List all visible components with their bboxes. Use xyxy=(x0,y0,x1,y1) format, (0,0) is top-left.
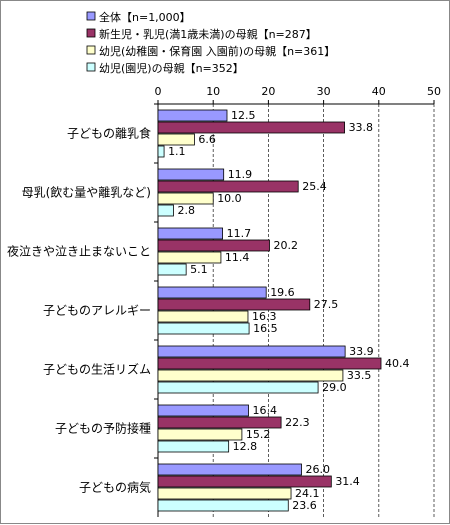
bar-s1-c4 xyxy=(157,286,267,299)
value-label-s3-c5: 33.5 xyxy=(347,369,372,382)
bar-s4-c5 xyxy=(157,381,319,394)
bar-s4-c3 xyxy=(157,263,187,276)
legend-label-2: 新生児・乳児(満1歳未満)の母親【n=287】 xyxy=(99,27,317,41)
bar-s3-c2 xyxy=(157,192,214,205)
value-label-s1-c4: 19.6 xyxy=(270,286,295,299)
bar-s2-c2 xyxy=(157,180,299,193)
bar-s4-c2 xyxy=(157,204,174,217)
category-label-1: 子どもの離乳食 xyxy=(67,126,151,141)
bar-s1-c7 xyxy=(157,463,302,476)
bar-s3-c4 xyxy=(157,310,249,323)
value-label-s3-c3: 11.4 xyxy=(225,251,250,264)
legend-swatch-1 xyxy=(86,11,96,21)
value-label-s4-c3: 5.1 xyxy=(190,263,208,276)
value-label-s1-c6: 16.4 xyxy=(253,404,278,417)
bar-s2-c6 xyxy=(157,416,282,429)
bar-s2-c3 xyxy=(157,239,270,252)
bar-s1-c6 xyxy=(157,404,249,417)
plot-area xyxy=(158,104,434,517)
value-label-s3-c7: 24.1 xyxy=(295,487,320,500)
x-tick-label-1: 10 xyxy=(206,85,220,98)
value-label-s4-c7: 23.6 xyxy=(292,499,317,512)
x-tick-label-2: 20 xyxy=(261,85,275,98)
bar-s3-c6 xyxy=(157,428,243,441)
bar-s1-c1 xyxy=(157,109,228,122)
bar-s4-c6 xyxy=(157,440,230,453)
legend-swatch-2 xyxy=(86,28,96,38)
x-tick-label-0: 0 xyxy=(155,85,162,98)
category-label-4: 子どものアレルギー xyxy=(43,304,151,318)
value-label-s3-c6: 15.2 xyxy=(246,428,270,441)
value-label-s1-c2: 11.9 xyxy=(228,168,253,181)
category-label-5: 子どもの生活リズム xyxy=(43,362,151,377)
legend-label-3: 幼児(幼稚園・保育園 入園前)の母親【n=361】 xyxy=(99,44,335,58)
category-label-2: 母乳(飲む量や離乳など) xyxy=(22,185,151,200)
category-label-6: 子どもの予防接種 xyxy=(55,421,151,436)
bar-s1-c5 xyxy=(157,345,346,358)
value-label-s4-c5: 29.0 xyxy=(322,381,347,394)
bar-s3-c5 xyxy=(157,369,344,382)
value-label-s2-c4: 27.5 xyxy=(314,298,339,311)
bar-s2-c1 xyxy=(157,121,345,134)
value-label-s2-c7: 31.4 xyxy=(335,475,360,488)
value-label-s3-c1: 6.6 xyxy=(198,133,216,146)
bar-s3-c7 xyxy=(157,487,292,500)
bar-s1-c3 xyxy=(157,227,223,240)
value-label-s2-c1: 33.8 xyxy=(349,121,374,134)
bar-s4-c7 xyxy=(157,499,289,512)
bar-s2-c7 xyxy=(157,475,332,488)
legend-label-4: 幼児(園児)の母親【n=352】 xyxy=(99,62,244,75)
value-label-s4-c2: 2.8 xyxy=(177,204,195,217)
category-label-7: 子どもの病気 xyxy=(79,480,151,495)
value-label-s2-c3: 20.2 xyxy=(274,239,299,252)
value-label-s1-c3: 11.7 xyxy=(227,227,252,240)
bar-s4-c1 xyxy=(157,145,165,158)
value-label-s2-c2: 25.4 xyxy=(302,180,327,193)
bar-s1-c2 xyxy=(157,168,225,181)
value-label-s3-c4: 16.3 xyxy=(252,310,277,323)
x-tick-label-3: 30 xyxy=(317,85,331,98)
value-label-s1-c5: 33.9 xyxy=(349,345,374,358)
category-label-3: 夜泣きや泣き止まないこと xyxy=(7,244,151,259)
bar-s3-c3 xyxy=(157,251,222,264)
legend-swatch-3 xyxy=(86,45,96,55)
value-label-s4-c6: 12.8 xyxy=(233,440,258,453)
x-tick-label-5: 50 xyxy=(427,85,441,98)
x-tick-label-4: 40 xyxy=(372,85,386,98)
bar-s2-c4 xyxy=(157,298,311,311)
bar-s2-c5 xyxy=(157,357,382,370)
legend-swatch-4 xyxy=(86,62,96,72)
bar-s4-c4 xyxy=(157,322,250,335)
value-label-s4-c1: 1.1 xyxy=(168,145,186,158)
value-label-s1-c7: 26.0 xyxy=(306,463,331,476)
bar-s3-c1 xyxy=(157,133,195,146)
value-label-s2-c5: 40.4 xyxy=(385,357,410,370)
value-label-s3-c2: 10.0 xyxy=(217,192,242,205)
value-label-s1-c1: 12.5 xyxy=(231,109,256,122)
legend-label-1: 全体【n=1,000】 xyxy=(99,10,191,24)
value-label-s4-c4: 16.5 xyxy=(253,322,278,335)
value-label-s2-c6: 22.3 xyxy=(285,416,310,429)
